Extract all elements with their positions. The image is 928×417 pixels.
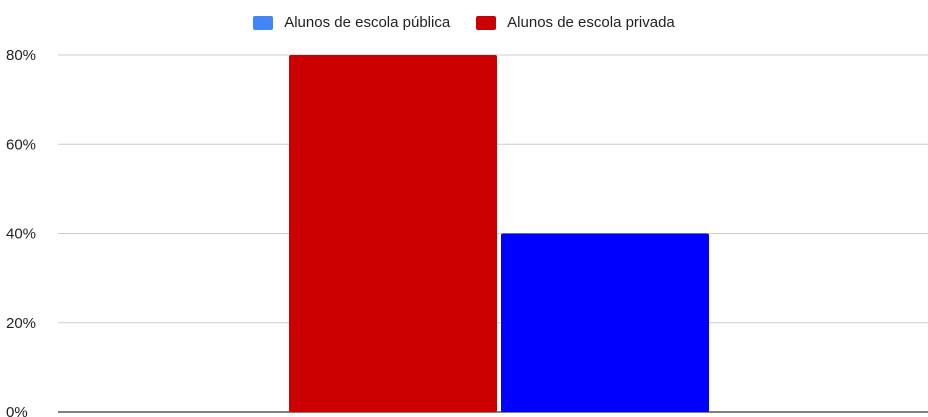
legend-item-public: Alunos de escola pública bbox=[253, 14, 450, 31]
y-tick-label: 40% bbox=[6, 226, 36, 243]
y-tick-label: 80% bbox=[6, 47, 36, 64]
legend-label-public: Alunos de escola pública bbox=[284, 14, 451, 31]
legend-swatch-private bbox=[476, 15, 497, 30]
y-tick-label: 60% bbox=[6, 136, 36, 153]
legend-swatch-public bbox=[253, 15, 274, 30]
legend-label-private: Alunos de escola privada bbox=[507, 14, 675, 31]
y-tick-label: 20% bbox=[6, 315, 36, 332]
legend-item-private: Alunos de escola privada bbox=[476, 14, 675, 31]
bar bbox=[501, 233, 709, 412]
y-tick-label: 0% bbox=[6, 404, 28, 417]
bar bbox=[289, 55, 497, 412]
chart-legend: Alunos de escola pública Alunos de escol… bbox=[0, 14, 928, 31]
